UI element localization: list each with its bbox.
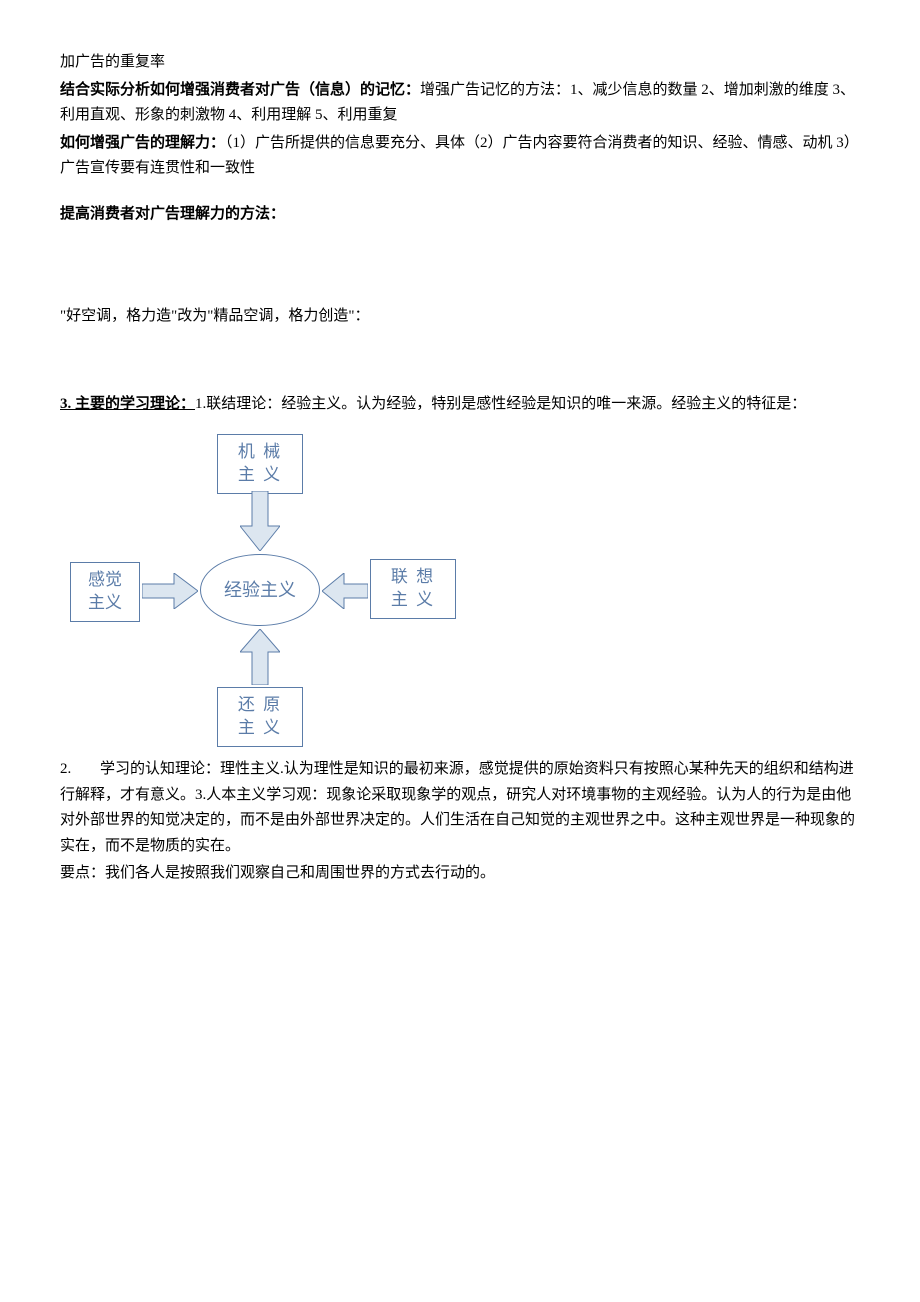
arrow-bottom <box>240 629 280 685</box>
para-slogan: "好空调，格力造"改为"精品空调，格力创造"： <box>60 304 860 330</box>
node-top: 机 械主 义 <box>217 434 303 494</box>
node-right-label: 联 想主 义 <box>391 567 435 609</box>
para-keypoint: 要点：我们各人是按照我们观察自己和周围世界的方式去行动的。 <box>60 861 860 887</box>
node-center: 经验主义 <box>200 554 320 626</box>
node-center-label: 经验主义 <box>224 575 296 606</box>
para-method-bold: 提高消费者对广告理解力的方法： <box>60 206 285 222</box>
para-memory: 结合实际分析如何增强消费者对广告（信息）的记忆：增强广告记忆的方法：1、减少信息… <box>60 78 860 129</box>
para-ad-repeat: 加广告的重复率 <box>60 50 860 76</box>
para-cognitive-rest: 学习的认知理论：理性主义.认为理性是知识的最初来源，感觉提供的原始资料只有按照心… <box>60 761 855 854</box>
node-top-label: 机 械主 义 <box>238 442 282 484</box>
para-memory-bold: 结合实际分析如何增强消费者对广告（信息）的记忆： <box>60 82 420 98</box>
para-comprehension: 如何增强广告的理解力：（1）广告所提供的信息要充分、具体（2）广告内容要符合消费… <box>60 131 860 182</box>
arrow-top <box>240 491 280 551</box>
node-bottom: 还 原主 义 <box>217 687 303 747</box>
node-right: 联 想主 义 <box>370 559 456 619</box>
para-cognitive-num: 2. <box>60 757 100 783</box>
para-cognitive: 2.学习的认知理论：理性主义.认为理性是知识的最初来源，感觉提供的原始资料只有按… <box>60 757 860 859</box>
para-theory-rest: 1.联结理论：经验主义。认为经验，特别是感性经验是知识的唯一来源。经验主义的特征… <box>195 396 806 412</box>
node-left-label: 感觉主义 <box>88 570 122 612</box>
para-theory: 3. 主要的学习理论：1.联结理论：经验主义。认为经验，特别是感性经验是知识的唯… <box>60 392 860 418</box>
para-comprehension-bold: 如何增强广告的理解力： <box>60 135 225 151</box>
arrow-left <box>142 573 198 609</box>
node-bottom-label: 还 原主 义 <box>238 695 282 737</box>
arrow-right <box>322 573 368 609</box>
para-theory-bold: 3. 主要的学习理论： <box>60 396 195 412</box>
empiricism-diagram: 经验主义 机 械主 义 感觉主义 联 想主 义 还 原主 义 <box>60 429 500 749</box>
para-method-heading: 提高消费者对广告理解力的方法： <box>60 202 860 228</box>
node-left: 感觉主义 <box>70 562 140 622</box>
